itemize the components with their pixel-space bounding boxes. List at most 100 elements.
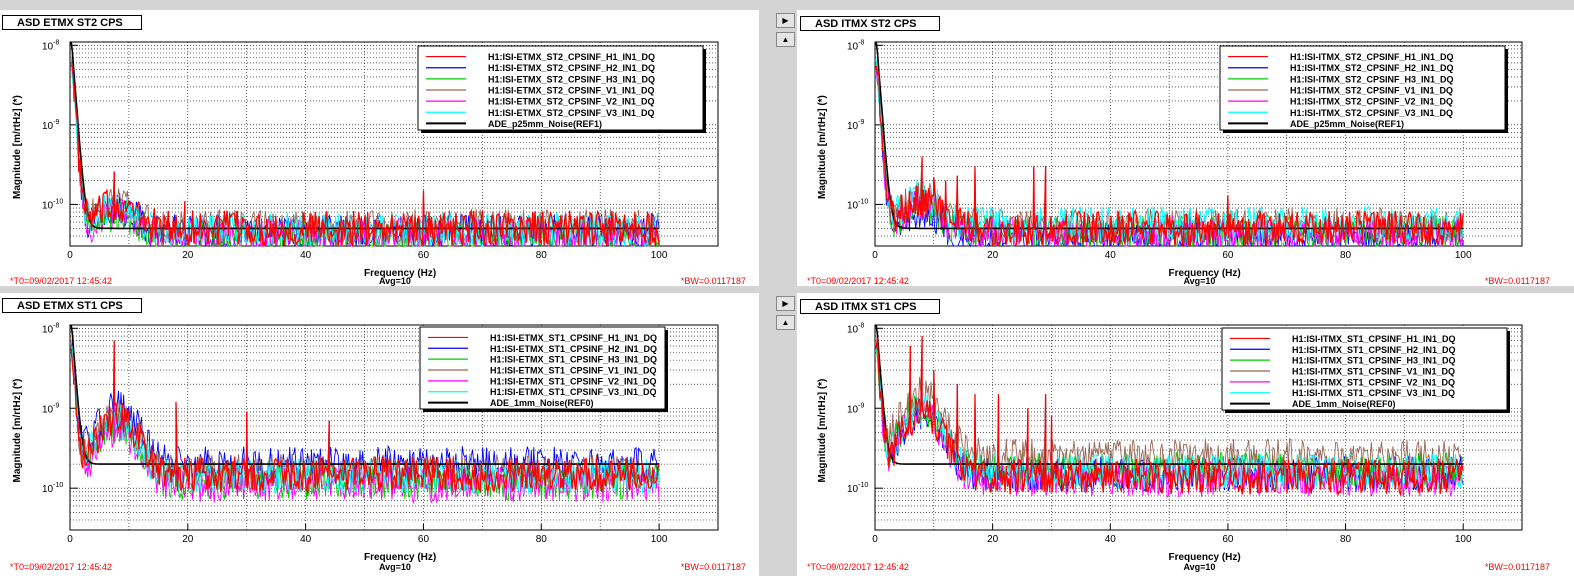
legend-entry: H1:ISI-ITMX_ST2_CPSINF_H2_IN1_DQ: [1290, 63, 1454, 73]
avg-label: Avg=10: [379, 562, 411, 572]
x-axis-label: Frequency (Hz): [364, 268, 436, 279]
legend-entry: H1:ISI-ITMX_ST2_CPSINF_H1_IN1_DQ: [1290, 52, 1454, 62]
legend-entry: H1:ISI-ETMX_ST2_CPSINF_H3_IN1_DQ: [488, 74, 655, 84]
bw-label: *BW=0.0117187: [681, 562, 746, 572]
series-line: [875, 59, 1464, 248]
x-tick-label: 60: [418, 534, 430, 545]
y-axis-label: Magnitude [m/rtHz] (*): [12, 379, 23, 483]
legend-entry: ADE_1mm_Noise(REF0): [490, 398, 594, 408]
series-line: [875, 65, 1464, 247]
y-tick-label: 10-9: [847, 119, 864, 132]
y-tick-label: 10-8: [42, 322, 59, 335]
y-tick-label: 10-10: [42, 198, 63, 211]
t0-label: *T0=09/02/2017 12:45:42: [10, 562, 112, 572]
legend-entry: H1:ISI-ETMX_ST2_CPSINF_V3_IN1_DQ: [488, 108, 655, 118]
x-tick-label: 40: [1105, 250, 1117, 261]
panel-title[interactable]: ASD ITMX ST2 CPS: [800, 16, 940, 31]
x-axis-label: Frequency (Hz): [1169, 552, 1241, 563]
legend: H1:ISI-ITMX_ST2_CPSINF_H1_IN1_DQH1:ISI-I…: [1219, 45, 1508, 133]
series-line: [70, 335, 660, 505]
t0-label: *T0=09/02/2017 12:45:42: [807, 276, 909, 286]
panel-itmx-st2: ASD ITMX ST2 CPS 0 20 40 60 80 100 10-8 10-9 10-…: [797, 10, 1574, 286]
y-tick-label: 10-10: [42, 482, 63, 495]
x-tick-label: 60: [418, 250, 430, 261]
legend-entry: H1:ISI-ETMX_ST2_CPSINF_H2_IN1_DQ: [488, 63, 655, 73]
legend-entry: ADE_p25mm_Noise(REF1): [488, 119, 602, 129]
legend-entry: ADE_p25mm_Noise(REF1): [1290, 119, 1404, 129]
x-tick-label: 0: [872, 250, 878, 261]
next-button[interactable]: ▶: [776, 296, 795, 311]
bw-label: *BW=0.0117187: [681, 276, 746, 286]
y-tick-label: 10-8: [847, 322, 864, 335]
avg-label: Avg=10: [1184, 562, 1216, 572]
x-tick-label: 80: [536, 534, 548, 545]
x-tick-label: 60: [1222, 250, 1234, 261]
x-tick-label: 100: [651, 250, 668, 261]
panel-title[interactable]: ASD ITMX ST1 CPS: [800, 299, 940, 314]
t0-label: *T0=09/02/2017 12:45:42: [807, 562, 909, 572]
x-tick-label: 0: [67, 250, 73, 261]
legend: H1:ISI-ETMX_ST1_CPSINF_H1_IN1_DQH1:ISI-E…: [419, 326, 668, 412]
x-tick-label: 0: [872, 534, 878, 545]
legend-entry: H1:ISI-ETMX_ST1_CPSINF_H2_IN1_DQ: [490, 344, 657, 354]
y-axis-label: Magnitude [m/rtHz] (*): [12, 95, 23, 199]
legend-entry: H1:ISI-ITMX_ST2_CPSINF_V3_IN1_DQ: [1290, 108, 1453, 118]
legend-entry: H1:ISI-ITMX_ST1_CPSINF_H1_IN1_DQ: [1292, 334, 1456, 344]
legend-entry: H1:ISI-ITMX_ST1_CPSINF_V1_IN1_DQ: [1292, 367, 1455, 377]
x-tick-label: 80: [1340, 534, 1352, 545]
series-line: [70, 340, 660, 494]
plot-area[interactable]: 0 20 40 60 80 100 10-8 10-9 10-10 Frequency (Hz) M…: [797, 293, 1574, 576]
y-tick-label: 10-9: [42, 402, 59, 415]
bw-label: *BW=0.0117187: [1485, 562, 1550, 572]
legend-entry: H1:ISI-ETMX_ST2_CPSINF_V1_IN1_DQ: [488, 86, 655, 96]
legend-entry: H1:ISI-ETMX_ST2_CPSINF_H1_IN1_DQ: [488, 52, 655, 62]
legend-entry: H1:ISI-ETMX_ST1_CPSINF_V3_IN1_DQ: [490, 387, 657, 397]
series-line: [70, 345, 660, 495]
y-tick-label: 10-9: [847, 402, 864, 415]
t0-label: *T0=09/02/2017 12:45:42: [10, 276, 112, 286]
up-button[interactable]: ▲: [776, 315, 795, 330]
x-axis-label: Frequency (Hz): [364, 552, 436, 563]
legend-entry: H1:ISI-ITMX_ST2_CPSINF_H3_IN1_DQ: [1290, 74, 1454, 84]
legend-entry: H1:ISI-ETMX_ST1_CPSINF_H3_IN1_DQ: [490, 355, 657, 365]
avg-label: Avg=10: [379, 276, 411, 286]
panel-title[interactable]: ASD ETMX ST1 CPS: [2, 298, 142, 313]
x-axis-label: Frequency (Hz): [1169, 268, 1241, 279]
series-line: [875, 332, 1464, 476]
legend-entry: H1:ISI-ITMX_ST1_CPSINF_H3_IN1_DQ: [1292, 356, 1456, 366]
y-axis-label: Magnitude [m/rtHz] (*): [817, 95, 828, 199]
avg-label: Avg=10: [1184, 276, 1216, 286]
x-tick-label: 60: [1222, 534, 1234, 545]
x-tick-label: 100: [1455, 534, 1472, 545]
y-tick-label: 10-9: [42, 119, 59, 132]
panel-etmx-st2: ASD ETMX ST2 CPS 0 20 40 60 80 100 10-8 10-9 10-…: [0, 10, 759, 286]
x-tick-label: 40: [300, 250, 312, 261]
legend-entry: H1:ISI-ETMX_ST1_CPSINF_V1_IN1_DQ: [490, 366, 657, 376]
x-tick-label: 40: [1105, 534, 1117, 545]
series-line: [70, 348, 660, 491]
panel-itmx-st1: ASD ITMX ST1 CPS 0 20 40 60 80 100 10-8 10-9 10-…: [797, 293, 1574, 576]
next-button[interactable]: ▶: [776, 13, 795, 28]
x-tick-label: 20: [987, 534, 999, 545]
y-axis-label: Magnitude [m/rtHz] (*): [817, 379, 828, 483]
series-line: [875, 54, 1464, 244]
legend-entry: H1:ISI-ITMX_ST1_CPSINF_V2_IN1_DQ: [1292, 377, 1455, 387]
x-tick-label: 80: [536, 250, 548, 261]
legend-entry: H1:ISI-ITMX_ST1_CPSINF_V3_IN1_DQ: [1292, 388, 1455, 398]
x-tick-label: 40: [300, 534, 312, 545]
legend-entry: H1:ISI-ITMX_ST2_CPSINF_V2_IN1_DQ: [1290, 97, 1453, 107]
legend-entry: H1:ISI-ETMX_ST2_CPSINF_V2_IN1_DQ: [488, 97, 655, 107]
x-tick-label: 20: [182, 534, 194, 545]
plot-area[interactable]: 0 20 40 60 80 100 10-8 10-9 10-10 Frequency (Hz) M…: [0, 293, 759, 576]
x-tick-label: 80: [1340, 250, 1352, 261]
y-tick-label: 10-10: [847, 198, 868, 211]
legend-entry: ADE_1mm_Noise(REF0): [1292, 399, 1396, 409]
legend-entry: H1:ISI-ITMX_ST2_CPSINF_V1_IN1_DQ: [1290, 86, 1453, 96]
plot-area[interactable]: 0 20 40 60 80 100 10-8 10-9 10-10 Frequency (Hz) M…: [797, 10, 1574, 286]
panel-etmx-st1: ASD ETMX ST1 CPS 0 20 40 60 80 100 10-8 10-9 10-…: [0, 293, 759, 576]
up-button[interactable]: ▲: [776, 32, 795, 47]
y-tick-label: 10-8: [847, 39, 864, 52]
panel-title[interactable]: ASD ETMX ST2 CPS: [2, 15, 142, 30]
plot-area[interactable]: 0 20 40 60 80 100 10-8 10-9 10-10 Frequency (Hz) M…: [0, 10, 759, 286]
x-tick-label: 0: [67, 534, 73, 545]
